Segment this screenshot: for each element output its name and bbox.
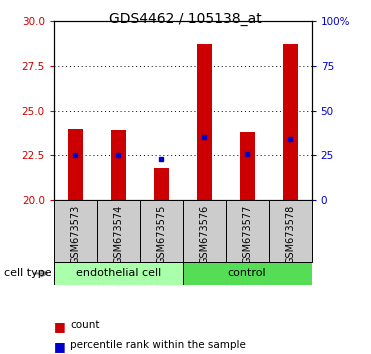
Text: GDS4462 / 105138_at: GDS4462 / 105138_at: [109, 12, 262, 27]
Text: percentile rank within the sample: percentile rank within the sample: [70, 340, 246, 350]
Text: cell type: cell type: [4, 268, 51, 279]
Text: ■: ■: [54, 320, 66, 333]
Bar: [68, 129, 83, 200]
Text: count: count: [70, 320, 100, 330]
Bar: [226, 200, 269, 262]
Text: GSM673575: GSM673575: [156, 204, 166, 264]
Text: control: control: [228, 268, 266, 279]
Bar: [283, 45, 298, 200]
Bar: [197, 45, 212, 200]
Text: GSM673576: GSM673576: [199, 204, 209, 264]
Text: endothelial cell: endothelial cell: [76, 268, 161, 279]
Bar: [140, 200, 183, 262]
Bar: [183, 200, 226, 262]
Text: GSM673578: GSM673578: [285, 204, 295, 264]
Bar: [240, 132, 255, 200]
Bar: [269, 200, 312, 262]
Bar: [183, 262, 312, 285]
Bar: [154, 168, 169, 200]
Bar: [54, 262, 183, 285]
Text: GSM673577: GSM673577: [242, 204, 252, 264]
Text: GSM673574: GSM673574: [113, 204, 123, 264]
Bar: [97, 200, 140, 262]
Text: ■: ■: [54, 340, 66, 353]
Bar: [54, 200, 97, 262]
Text: GSM673573: GSM673573: [70, 204, 80, 264]
Bar: [111, 130, 126, 200]
